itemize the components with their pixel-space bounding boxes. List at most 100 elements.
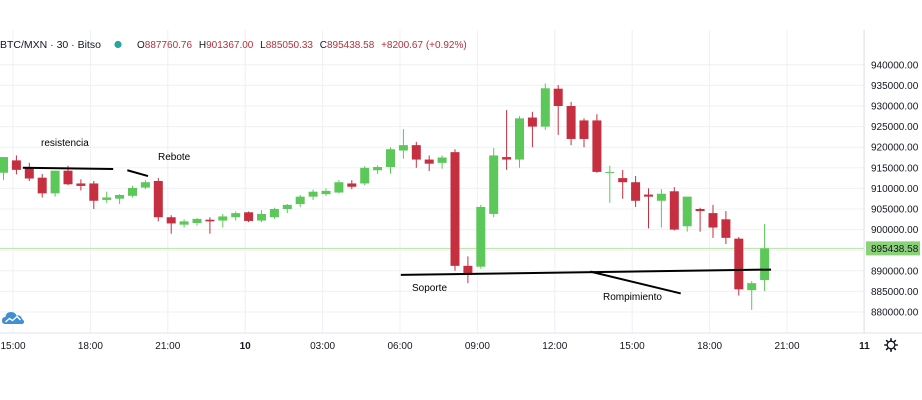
- candle-body-down: [553, 88, 563, 106]
- tradingview-cloud-icon[interactable]: [2, 312, 24, 324]
- candle: [515, 116, 524, 168]
- candle: [140, 180, 150, 190]
- candle: [0, 157, 8, 181]
- open-value: 887760.76: [145, 40, 193, 51]
- candle-body-up: [321, 190, 331, 195]
- candle-body-down: [450, 152, 460, 266]
- candle-body-down: [166, 217, 176, 224]
- annotation-line-soporte[interactable]: [400, 268, 772, 276]
- time-tick-label: 15:00: [0, 341, 25, 352]
- candle: [308, 189, 318, 200]
- candle-body-up: [334, 182, 344, 193]
- candle: [218, 213, 228, 228]
- candle-body-up: [373, 166, 383, 171]
- candle-body-down: [347, 183, 357, 187]
- annotation-rebote: Rebote: [158, 152, 191, 163]
- candle: [11, 155, 21, 175]
- candle-body-down: [592, 120, 602, 172]
- candle: [618, 169, 628, 199]
- candle-body-down: [153, 180, 163, 218]
- candle: [153, 178, 163, 222]
- candle-body-up: [282, 204, 292, 209]
- candle: [50, 170, 60, 197]
- candle: [592, 114, 602, 173]
- candle: [721, 211, 731, 245]
- annotation-line-rompimiento[interactable]: [590, 270, 681, 295]
- close-value: 895438.58: [327, 40, 375, 51]
- candle: [269, 207, 279, 219]
- candle: [257, 210, 266, 223]
- candle-body-up: [656, 193, 666, 201]
- candle-body-down: [424, 159, 434, 164]
- time-axis[interactable]: 15:00 18:00 21:00 10 03:00 06:00 09:00 12:00 15:…: [0, 341, 870, 352]
- candle-body-down: [463, 265, 473, 275]
- candle-body-up: [269, 209, 279, 218]
- time-tick-label: 12:00: [542, 341, 567, 352]
- candle: [360, 166, 370, 186]
- price-tick-label: 885000.00: [871, 287, 919, 298]
- candle: [579, 118, 589, 148]
- candle: [282, 204, 292, 214]
- candle-body-up: [128, 187, 137, 196]
- time-tick-label: 09:00: [465, 341, 490, 352]
- candle-body-up: [760, 248, 770, 281]
- candle: [128, 185, 137, 198]
- annotation-resistencia: resistencia: [41, 138, 89, 149]
- price-tick-label: 910000.00: [871, 184, 919, 195]
- candle: [334, 180, 344, 194]
- candle-body-down: [708, 213, 718, 228]
- current-price-tag: 895438.58: [866, 241, 920, 256]
- annotation-line-rebote[interactable]: [127, 169, 149, 178]
- candle: [682, 196, 692, 232]
- candle-body-up: [682, 196, 692, 227]
- candle: [463, 256, 473, 284]
- annotation-lines: [22, 166, 772, 295]
- candle-body-up: [515, 118, 524, 160]
- candle: [115, 194, 125, 205]
- candle-body-down: [24, 167, 34, 179]
- time-tick-label: 21:00: [155, 341, 180, 352]
- candle: [489, 148, 499, 218]
- candle: [424, 155, 434, 172]
- candle: [476, 204, 486, 269]
- candle-body-down: [618, 178, 628, 183]
- candle: [411, 141, 421, 168]
- candle: [76, 179, 86, 191]
- candle-body-down: [11, 160, 21, 170]
- candle-body-down: [244, 212, 254, 221]
- annotation-line-resistencia[interactable]: [22, 166, 114, 171]
- candle-body-up: [476, 206, 486, 267]
- time-tick-label: 18:00: [78, 341, 103, 352]
- price-tick-label: 920000.00: [871, 143, 919, 154]
- candle: [205, 217, 215, 234]
- candle: [631, 176, 641, 207]
- open-label: O: [137, 40, 145, 51]
- candle: [734, 237, 744, 296]
- candle-body-up: [540, 88, 550, 127]
- candle: [540, 83, 550, 130]
- candle: [450, 149, 460, 271]
- gear-icon[interactable]: [884, 338, 898, 352]
- candle-body-up: [308, 191, 318, 197]
- candle: [321, 188, 331, 196]
- candle: [605, 165, 615, 203]
- annotation-soporte: Soporte: [412, 283, 447, 294]
- candle-body-up: [218, 216, 228, 221]
- time-tick-label: 18:00: [697, 341, 722, 352]
- candle: [166, 215, 176, 234]
- candle: [89, 180, 99, 209]
- close-label: C: [320, 40, 327, 51]
- candle-body-down: [669, 191, 679, 230]
- time-tick-label: 21:00: [774, 341, 799, 352]
- candle-body-down: [205, 219, 215, 222]
- symbol-title[interactable]: BTC/MXN · 30 · Bitso: [0, 39, 101, 51]
- candle: [398, 129, 408, 159]
- candle-body-up: [140, 182, 150, 188]
- change-value: +8200.67 (+0.92%): [381, 40, 467, 51]
- candle: [566, 101, 576, 146]
- candle: [24, 162, 34, 181]
- candle-body-up: [115, 194, 125, 199]
- low-value: 885050.33: [266, 40, 314, 51]
- candle-body-down: [695, 209, 705, 212]
